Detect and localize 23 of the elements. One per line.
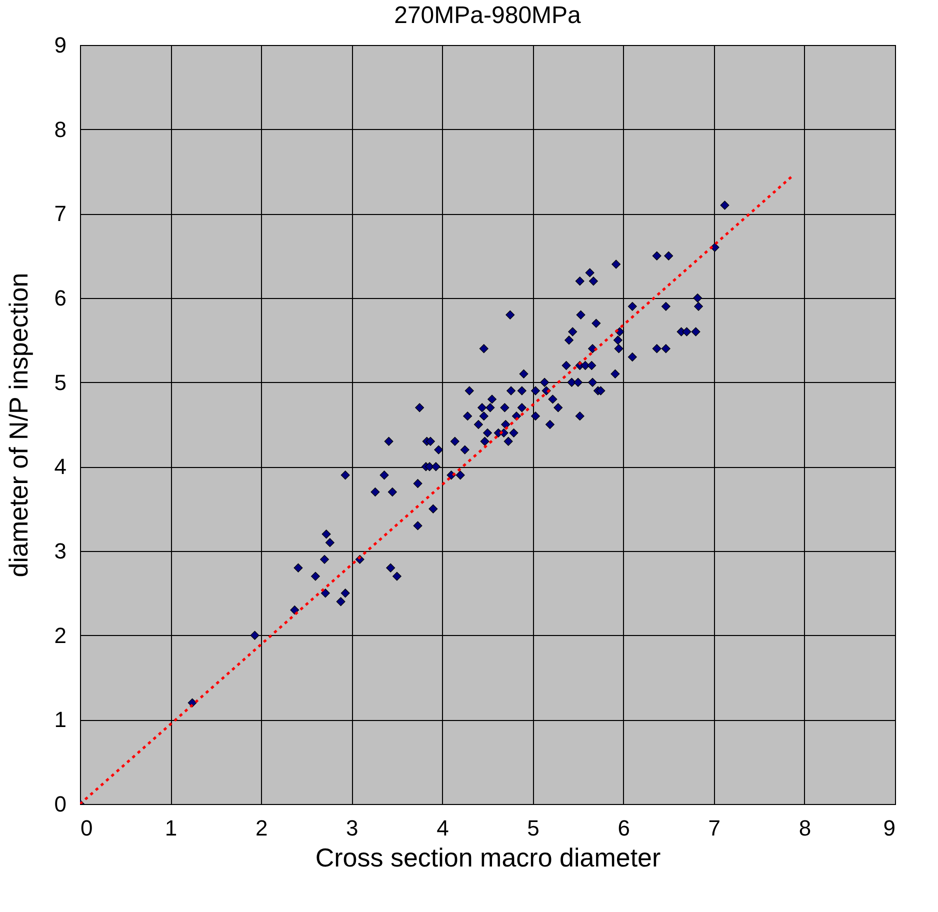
chart-title: 270MPa-980MPa: [394, 2, 582, 29]
x-tick-label: 9: [883, 816, 896, 840]
y-tick-label: 2: [54, 622, 66, 648]
x-tick-label: 1: [164, 816, 178, 840]
x-tick-label: 3: [346, 816, 358, 840]
y-tick-label: 5: [54, 370, 66, 395]
x-tick-label: 7: [708, 816, 721, 840]
y-tick-label: 8: [54, 116, 66, 142]
y-axis-title: diameter of N/P inspection: [3, 272, 34, 578]
y-tick-label: 6: [54, 286, 66, 310]
x-tick-label: 8: [798, 816, 812, 840]
x-tick-label: 2: [255, 816, 268, 840]
x-tick-label: 6: [618, 816, 630, 840]
x-tick-label: 4: [436, 816, 449, 840]
y-tick-label: 9: [54, 32, 66, 58]
x-tick-label: 0: [80, 816, 93, 840]
x-axis-title: Cross section macro diameter: [315, 842, 662, 872]
y-tick-label: 1: [54, 707, 66, 732]
y-tick-label: 4: [54, 454, 66, 480]
y-tick-label: 7: [54, 201, 66, 226]
x-tick-label: 5: [527, 816, 540, 840]
y-tick-label: 3: [54, 538, 66, 564]
y-tick-label: 0: [54, 792, 66, 816]
